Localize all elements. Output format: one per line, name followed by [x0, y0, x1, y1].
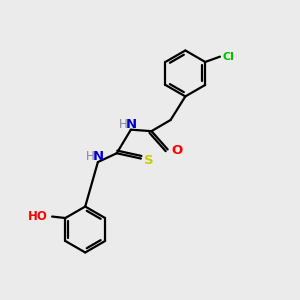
Text: Cl: Cl: [223, 52, 235, 62]
Text: O: O: [172, 144, 183, 158]
Text: N: N: [92, 150, 104, 163]
Text: HO: HO: [28, 210, 48, 223]
Text: N: N: [125, 118, 136, 131]
Text: H: H: [119, 118, 128, 131]
Text: H: H: [86, 150, 94, 163]
Text: S: S: [144, 154, 153, 166]
